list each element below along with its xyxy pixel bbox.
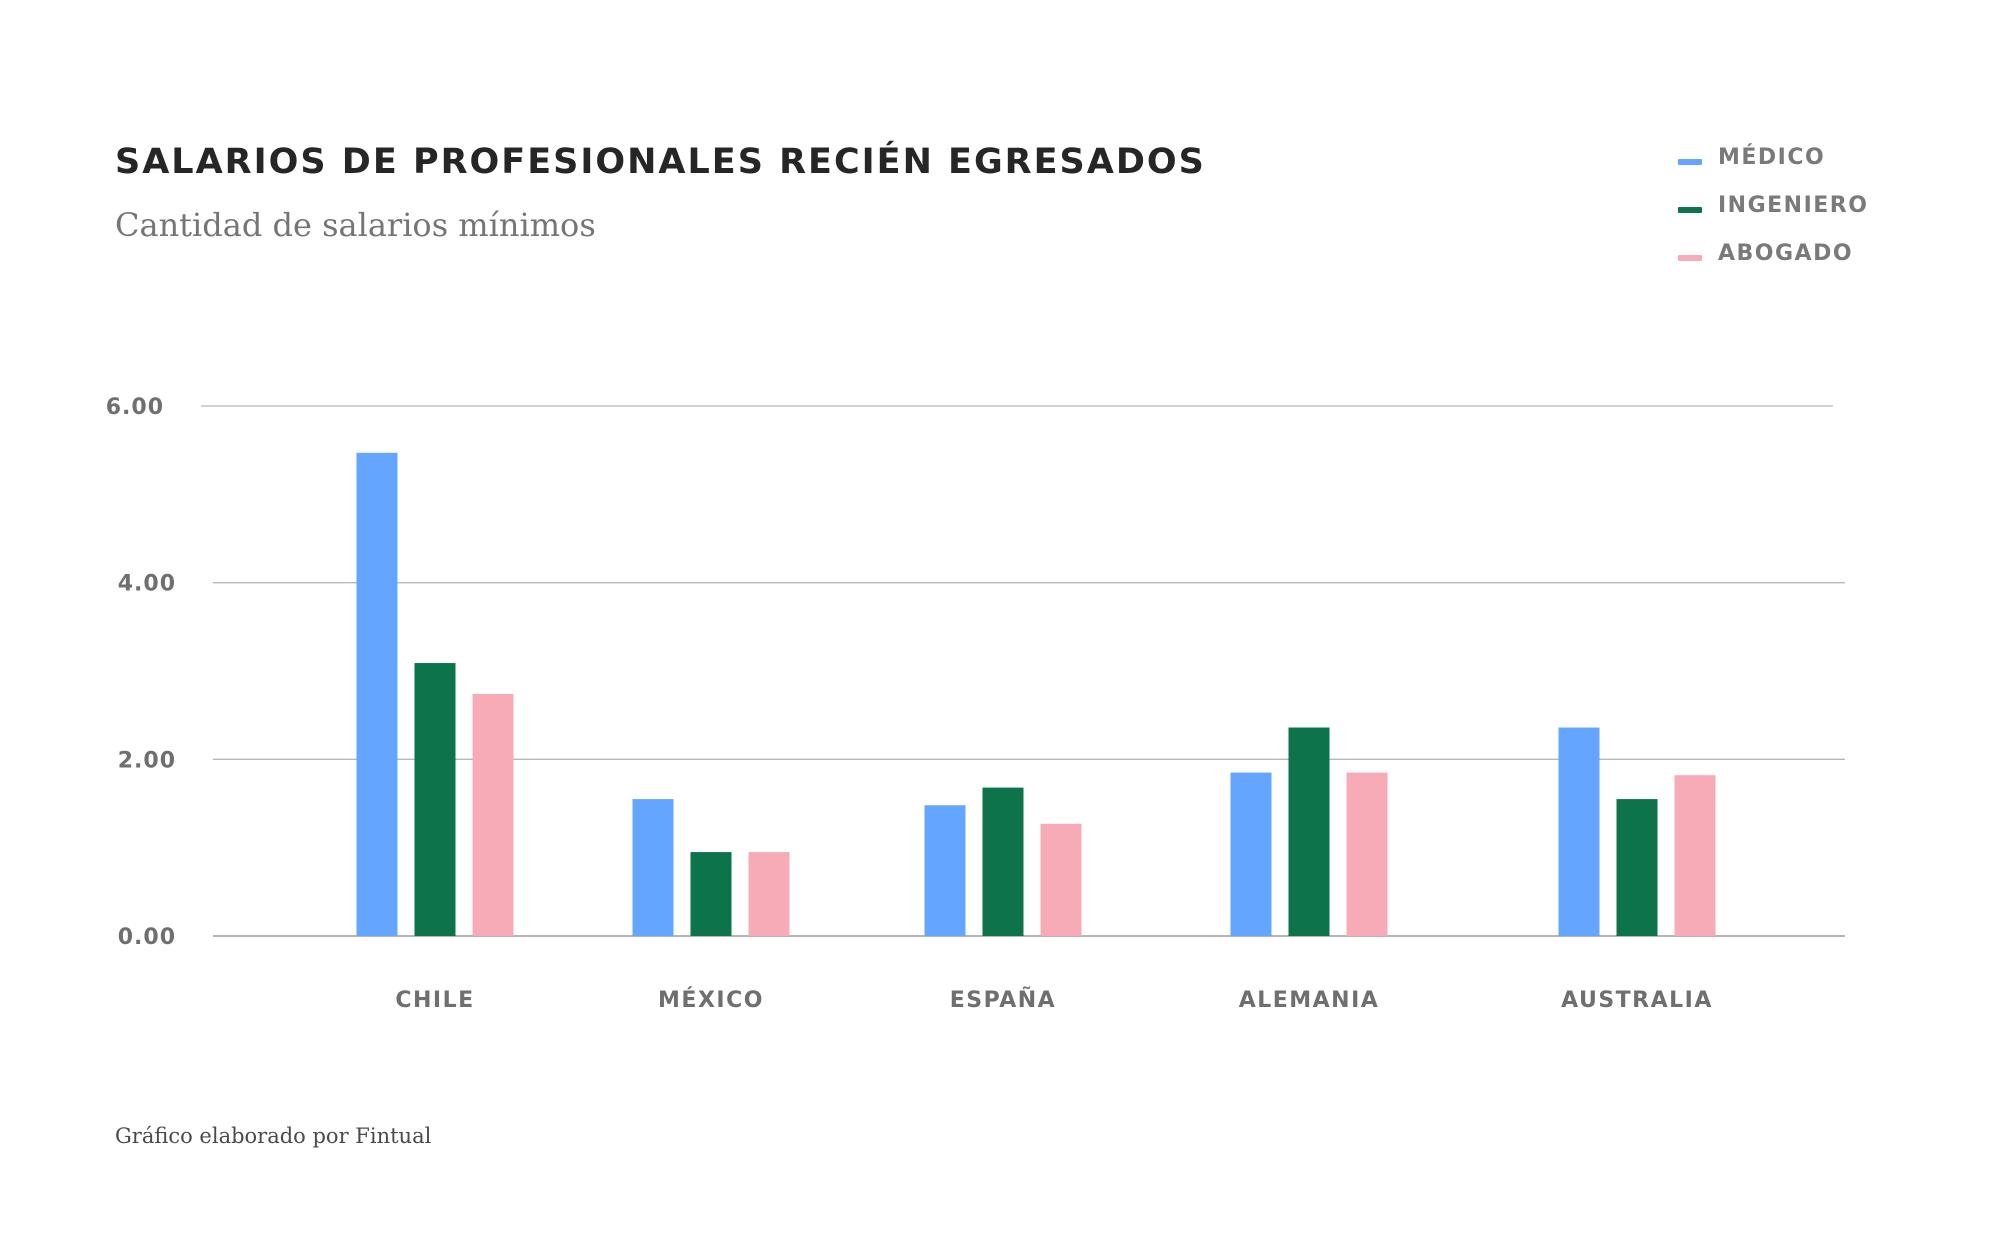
x-axis-labels: CHILE MÉXICO ESPAÑA ALEMANIA AUSTRALIA: [395, 987, 1713, 1013]
bar-3-1: [1288, 727, 1330, 936]
x-category-label: ALEMANIA: [1239, 988, 1380, 1013]
legend-swatch-ingeniero: [1678, 207, 1702, 213]
legend-label-abogado: ABOGADO: [1718, 241, 1854, 266]
y-tick-label: 0.00: [118, 925, 176, 950]
chart-subtitle: Cantidad de salarios mínimos: [115, 206, 596, 244]
legend-swatch-medico: [1678, 159, 1702, 165]
bar-3-0: [1230, 772, 1272, 936]
bar-2-0: [924, 805, 966, 936]
bars: [356, 452, 1716, 936]
y-tick-label: 4.00: [118, 572, 176, 597]
chart-title: SALARIOS DE PROFESIONALES RECIÉN EGRESAD…: [115, 142, 1206, 182]
x-category-label: ESPAÑA: [950, 987, 1056, 1013]
legend-item-medico: MÉDICO: [1678, 145, 1978, 193]
chart-legend: MÉDICO INGENIERO ABOGADO: [1678, 145, 1978, 289]
bar-4-0: [1558, 727, 1600, 936]
bar-4-2: [1674, 775, 1716, 936]
bar-2-1: [982, 787, 1024, 936]
legend-label-medico: MÉDICO: [1718, 145, 1826, 170]
bar-2-2: [1040, 823, 1082, 936]
y-tick-label: 2.00: [118, 748, 176, 773]
bar-1-2: [748, 852, 790, 936]
y-tick-label: 6.00: [106, 395, 164, 420]
legend-swatch-abogado: [1678, 255, 1702, 261]
x-category-label: MÉXICO: [658, 987, 764, 1013]
y-axis-ticks: 0.00 2.00 4.00 6.00: [106, 395, 176, 950]
bar-3-2: [1346, 772, 1388, 936]
legend-item-ingeniero: INGENIERO: [1678, 193, 1978, 241]
x-category-label: CHILE: [395, 988, 474, 1013]
bar-0-1: [414, 663, 456, 936]
legend-label-ingeniero: INGENIERO: [1718, 193, 1869, 218]
bar-4-1: [1616, 799, 1658, 936]
chart-footer: Gráfico elaborado por Fintual: [115, 1124, 432, 1148]
bar-0-2: [472, 693, 514, 936]
bar-0-0: [356, 452, 398, 936]
bar-1-0: [632, 799, 674, 936]
bar-1-1: [690, 852, 732, 936]
legend-item-abogado: ABOGADO: [1678, 241, 1978, 289]
x-category-label: AUSTRALIA: [1561, 988, 1713, 1013]
